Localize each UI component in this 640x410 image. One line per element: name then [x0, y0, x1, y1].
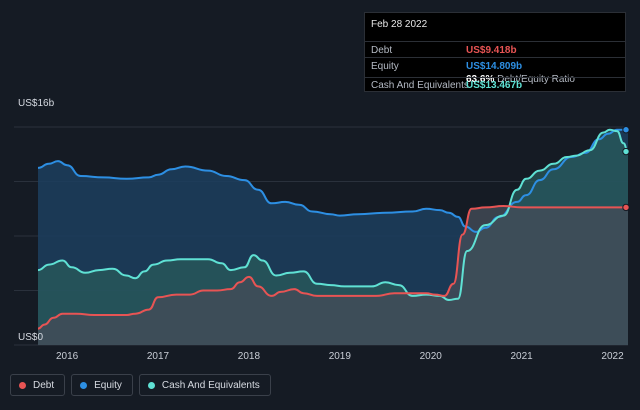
legend-item-equity[interactable]: Equity: [71, 374, 133, 396]
hover-tooltip: Feb 28 2022 Debt US$9.418b Equity US$14.…: [364, 12, 626, 92]
tooltip-value-equity: US$14.809b: [466, 61, 523, 72]
debt-dot-icon: [19, 381, 26, 389]
tooltip-label: Debt: [371, 45, 393, 56]
legend-label: Equity: [94, 379, 122, 391]
x-tick-label: 2016: [56, 351, 79, 362]
legend: Debt Equity Cash And Equivalents: [10, 374, 271, 396]
tooltip-value-cash: US$13.467b: [466, 80, 523, 91]
equity-line: [37, 128, 628, 233]
tooltip-row-equity: Equity US$14.809b: [365, 57, 625, 74]
x-tick-label: 2018: [238, 351, 261, 362]
cash-dot-icon: [147, 381, 155, 389]
series-areas: [38, 129, 628, 345]
tooltip-row-debt: Debt US$9.418b: [365, 41, 625, 58]
legend-item-cash[interactable]: Cash And Equivalents: [138, 374, 271, 396]
tooltip-value-debt: US$9.418b: [466, 45, 517, 56]
equity-end-marker: [622, 126, 630, 134]
legend-label: Debt: [33, 379, 55, 391]
debt-area: [38, 206, 628, 345]
x-axis-ticks: 2016 2017 2018 2019 2020 2021 2022: [56, 351, 624, 362]
x-tick-label: 2019: [329, 351, 352, 362]
equity-dot-icon: [80, 381, 88, 389]
legend-label: Cash And Equivalents: [161, 379, 260, 391]
legend-item-debt[interactable]: Debt: [10, 374, 66, 396]
tooltip-label: Cash And Equivalents: [371, 80, 469, 91]
cash-line: [37, 128, 629, 302]
tooltip-row-ratio: 63.6% Debt/Equity Ratio: [365, 71, 625, 87]
y-axis-max-label: US$16b: [18, 98, 55, 109]
tooltip-ratio-value: 63.6%: [466, 74, 495, 85]
series-lines: [37, 128, 629, 330]
x-tick-label: 2020: [420, 351, 443, 362]
cash-end-marker: [622, 147, 630, 156]
x-tick-label: 2022: [601, 351, 624, 362]
tooltip-row-cash: Cash And Equivalents US$13.467b: [365, 77, 625, 93]
tooltip-label: Equity: [371, 61, 399, 72]
debt-end-marker: [622, 203, 630, 212]
hover-markers: [622, 126, 630, 212]
tooltip-date: Feb 28 2022: [371, 19, 428, 30]
x-tick-label: 2021: [511, 351, 534, 362]
debt-line: [37, 204, 628, 330]
tooltip-ratio-suffix: Debt/Equity Ratio: [494, 74, 575, 85]
x-tick-label: 2017: [147, 351, 170, 362]
y-axis-min-label: US$0: [18, 332, 43, 343]
